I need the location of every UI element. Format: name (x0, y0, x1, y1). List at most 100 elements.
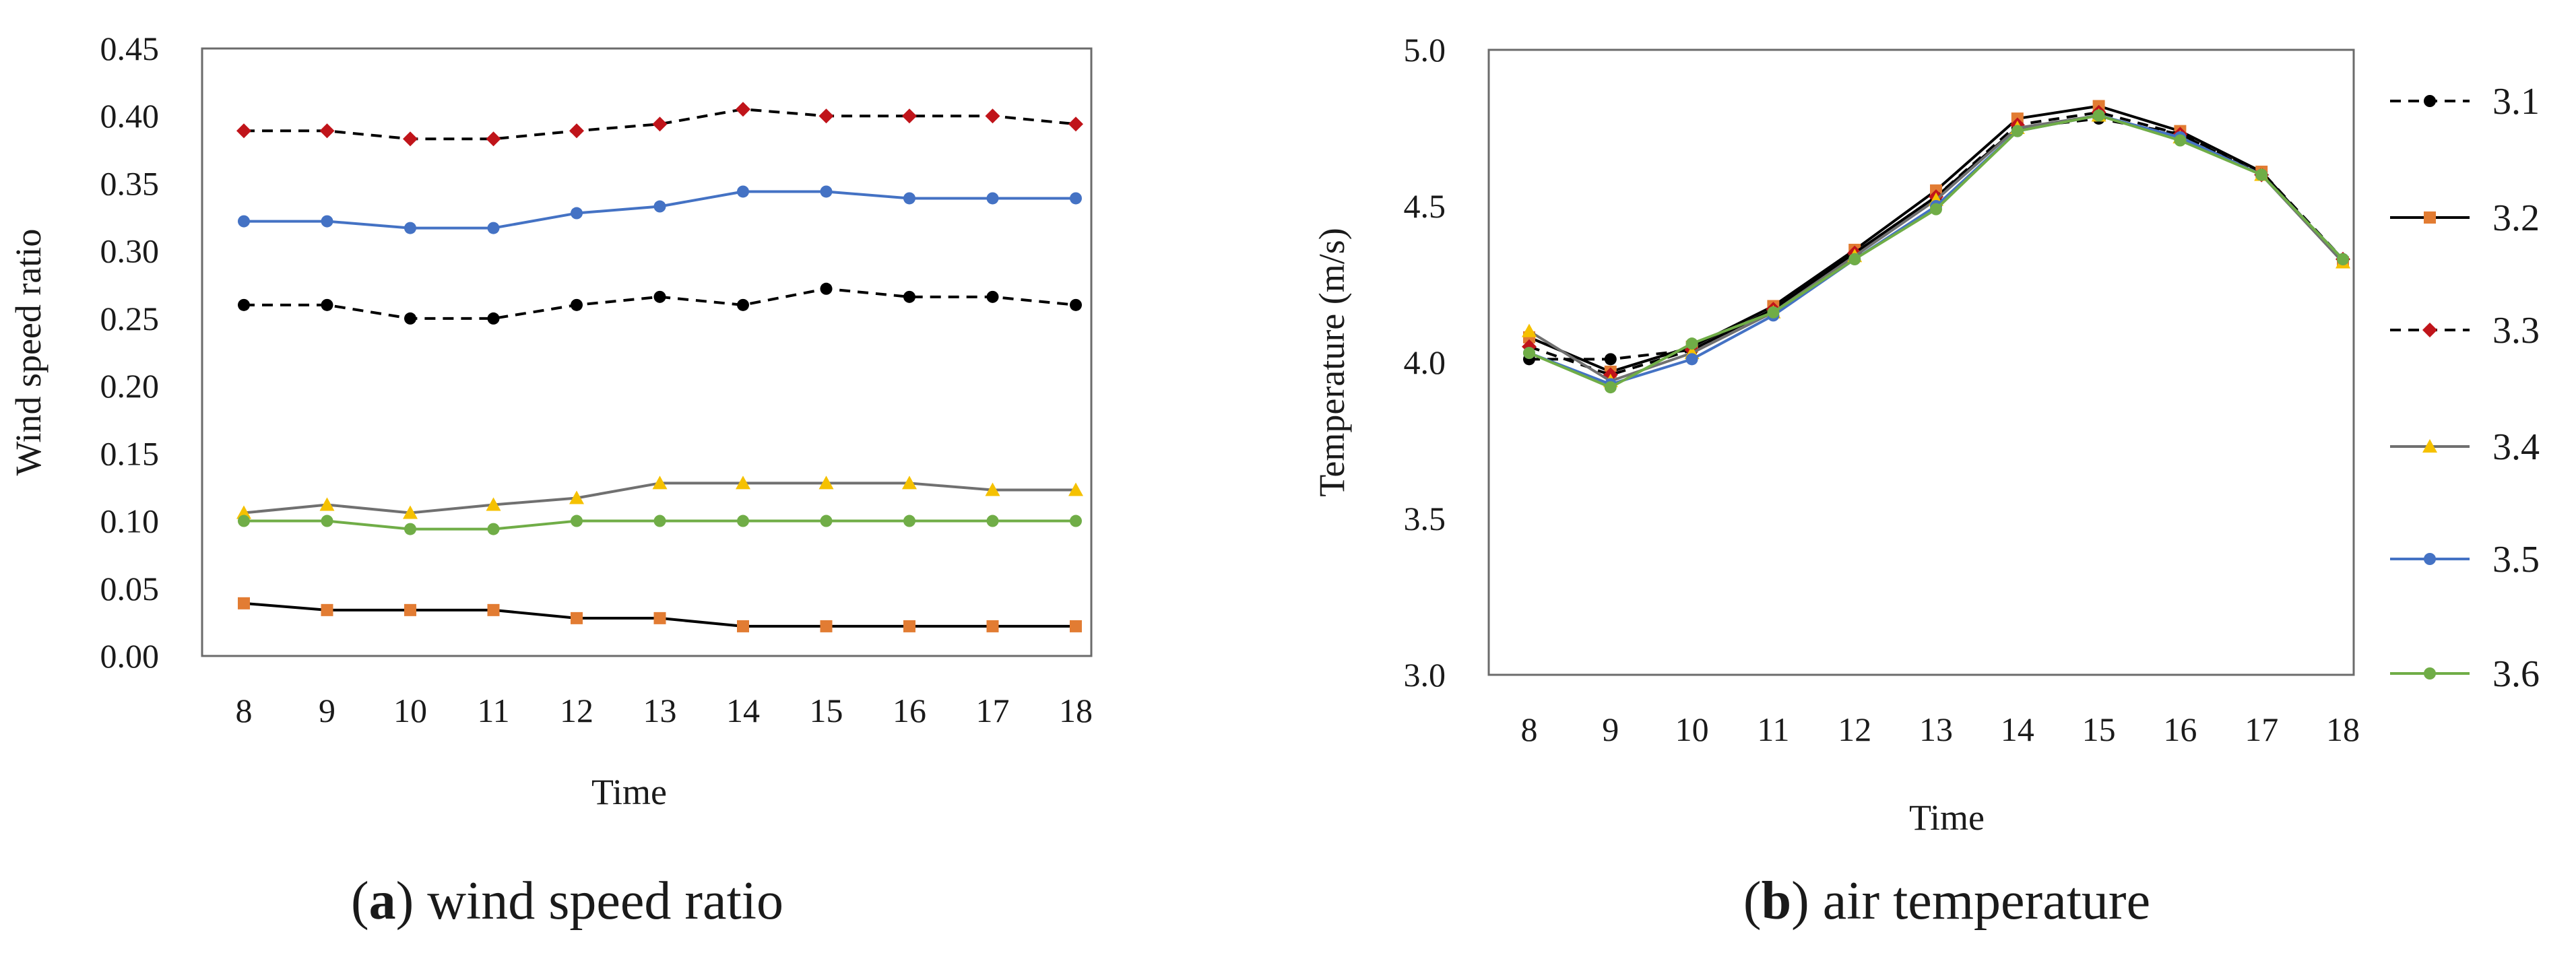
y-axis-title-a: Wind speed ratio (8, 229, 49, 476)
x-tick-label: 9 (319, 692, 335, 729)
x-tick-label: 14 (2001, 711, 2034, 748)
data-point (1522, 323, 1537, 337)
data-point (238, 515, 250, 527)
panel-a: 0.00 0.05 0.10 0.15 0.20 0.25 0.30 0.35 0.40 0.45… (8, 30, 1093, 931)
data-point (1604, 353, 1617, 366)
series-group-a (236, 102, 1083, 632)
legend-marker (2424, 211, 2436, 224)
series-3-1 (1523, 112, 2349, 366)
data-point (319, 123, 335, 139)
data-point (820, 282, 833, 295)
data-point (986, 515, 999, 527)
data-point (1604, 381, 1617, 394)
data-point (903, 515, 915, 527)
x-tick-label: 16 (893, 692, 926, 729)
legend-item: 3.6 (2390, 653, 2540, 695)
y-tick-label: 3.5 (1404, 500, 1446, 537)
x-tick-label: 17 (976, 692, 1010, 729)
x-tick-label: 15 (2082, 711, 2116, 748)
data-point (404, 603, 416, 616)
series-3-2 (238, 597, 1082, 632)
series-3-5 (238, 185, 1082, 234)
data-point (902, 108, 917, 124)
data-point (1767, 306, 1780, 319)
series-group-b (1522, 100, 2350, 394)
x-tick-label: 14 (726, 692, 760, 729)
series-line (1528, 104, 2344, 373)
data-point (1070, 620, 1082, 632)
data-point (571, 298, 583, 311)
x-tick-label: 18 (1059, 692, 1093, 729)
x-tick-labels-b: 8 9 10 11 12 13 14 15 16 17 18 (1521, 711, 2360, 748)
data-point (403, 505, 418, 519)
x-tick-label: 11 (477, 692, 509, 729)
y-axis-title-b: Temperature (m/s) (1312, 228, 1352, 497)
data-point (2092, 109, 2105, 122)
data-point (321, 515, 333, 527)
data-point (818, 108, 834, 124)
data-point (236, 123, 251, 139)
data-point (2337, 253, 2349, 265)
data-point (653, 515, 666, 527)
data-point (238, 298, 250, 311)
data-point (404, 222, 416, 234)
legend-marker (2424, 553, 2436, 565)
caption-text-b: air temperature (1809, 871, 2150, 931)
x-tick-label: 10 (393, 692, 427, 729)
y-tick-label: 3.0 (1404, 656, 1446, 694)
legend-label: 3.6 (2492, 653, 2540, 695)
series-line (244, 108, 1076, 141)
data-point (1523, 347, 1535, 360)
x-tick-label: 11 (1757, 711, 1789, 748)
series-3-3 (1522, 104, 2350, 383)
caption-letter-b: b (1762, 871, 1792, 931)
legend-label: 3.4 (2492, 426, 2540, 468)
series-3-5 (1523, 109, 2349, 391)
data-point (903, 290, 915, 303)
data-point (1070, 515, 1082, 527)
legend-item: 3.1 (2390, 81, 2540, 123)
caption-b: (b) air temperature (1743, 871, 2150, 931)
data-point (321, 298, 333, 311)
y-tick-label: 0.00 (100, 637, 160, 675)
x-tick-label: 12 (560, 692, 593, 729)
data-point (2174, 134, 2187, 147)
data-point (487, 222, 500, 234)
data-point (238, 215, 250, 228)
data-point (569, 490, 584, 504)
series-3-6 (1523, 109, 2349, 394)
x-tick-labels-a: 8 9 10 11 12 13 14 15 16 17 18 (236, 692, 1093, 729)
data-point (487, 312, 500, 325)
y-tick-label: 0.10 (100, 502, 160, 540)
data-point (1930, 203, 1942, 216)
y-tick-label: 0.35 (100, 164, 160, 202)
data-point (737, 185, 749, 198)
data-point (903, 620, 915, 632)
data-point (319, 497, 335, 511)
data-point (736, 475, 750, 490)
data-point (1685, 337, 1698, 350)
data-point (986, 620, 999, 632)
data-point (903, 192, 915, 205)
caption-letter-a: a (369, 871, 396, 931)
data-point (571, 515, 583, 527)
x-tick-label: 16 (2163, 711, 2197, 748)
x-tick-label: 8 (1521, 711, 1538, 748)
data-point (653, 200, 666, 213)
data-point (321, 603, 333, 616)
data-point (1068, 482, 1083, 496)
x-tick-label: 13 (643, 692, 677, 729)
data-point (2255, 168, 2268, 181)
y-tick-labels-b: 3.0 3.5 4.0 4.5 5.0 (1404, 31, 1446, 694)
legend-item: 3.3 (2390, 310, 2540, 352)
y-tick-label: 0.40 (100, 97, 160, 135)
data-point (1848, 253, 1861, 265)
x-tick-label: 18 (2326, 711, 2360, 748)
data-point (985, 108, 1000, 124)
data-point (321, 215, 333, 228)
data-point (737, 620, 749, 632)
x-tick-label: 8 (236, 692, 253, 729)
data-point (569, 123, 584, 139)
